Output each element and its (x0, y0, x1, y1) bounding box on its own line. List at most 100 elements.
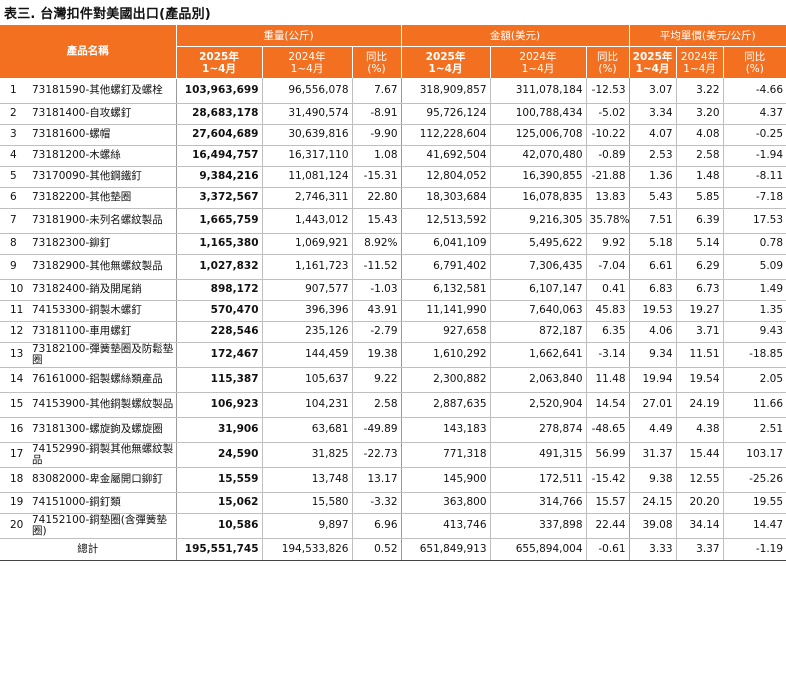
price-yoy-cell: 1.49 (722, 279, 786, 301)
amount-yoy-cell: 35.78% (585, 208, 630, 234)
price-2025-cell: 9.34 (628, 342, 677, 368)
weight-yoy-cell: 43.91 (351, 300, 402, 322)
price-2025-cell: 27.01 (628, 392, 677, 418)
amount-2024-cell: 42,070,480 (489, 145, 587, 167)
amount-2025-cell: 927,658 (400, 321, 491, 343)
price-yoy-cell: 14.47 (722, 513, 786, 539)
price-2024-cell: 4.38 (675, 417, 724, 443)
price-yoy-cell: -4.66 (722, 78, 786, 104)
weight-2025-cell: 9,384,216 (175, 166, 262, 188)
amount-2024-cell: 7,306,435 (489, 254, 587, 280)
weight-yoy-cell: 1.08 (351, 145, 402, 167)
amount-2024-cell: 337,898 (489, 513, 587, 539)
price-yoy-cell: -25.26 (722, 467, 786, 493)
price-2025-cell: 5.18 (628, 233, 677, 255)
amount-yoy-cell: -48.65 (585, 417, 630, 443)
table-row: 15 74153900-其他銅製螺紋製品 106,923 104,231 2.58 2,8… (0, 392, 786, 418)
weight-yoy-cell: 8.92% (351, 233, 402, 255)
product-cell: 73182300-鉚釘 (30, 233, 176, 255)
amount-yoy-cell: 56.99 (585, 442, 630, 468)
header-group-row: 產品名稱 重量(公斤) 金額(美元) 平均單價(美元/公斤) (0, 25, 786, 79)
price-2025-cell: 9.38 (628, 467, 677, 493)
price-yoy-cell: -18.85 (722, 342, 786, 368)
price-2024-cell: 11.51 (675, 342, 724, 368)
weight-yoy-cell: 6.96 (351, 513, 402, 539)
weight-2024-cell: 96,556,078 (261, 78, 352, 104)
weight-2024-cell: 396,396 (261, 300, 352, 322)
weight-2025-header: 2025年 1~4月 (175, 46, 262, 78)
price-yoy-cell: 17.53 (722, 208, 786, 234)
total-price-2024-cell: 3.37 (675, 537, 724, 561)
weight-2024-cell: 13,748 (261, 467, 352, 493)
total-row: 總計 195,551,745 194,533,826 0.52 651,849,913 6… (0, 537, 786, 561)
amount-2025-cell: 413,746 (400, 513, 491, 539)
amount-2024-cell: 5,495,622 (489, 233, 587, 255)
amount-2025-cell: 11,141,990 (400, 300, 491, 322)
rank-cell: 15 (0, 392, 30, 418)
rank-cell: 12 (0, 321, 30, 343)
amount-yoy-cell: 13.83 (585, 187, 630, 209)
price-2025-cell: 6.61 (628, 254, 677, 280)
price-2024-cell: 1.48 (675, 166, 724, 188)
product-cell: 73182400-銷及開尾銷 (30, 279, 176, 301)
product-cell: 83082000-卑金屬開口鉚釘 (30, 467, 176, 493)
weight-2025-cell: 1,665,759 (175, 208, 262, 234)
table-row: 13 73182100-彈簧墊圈及防鬆墊圈 172,467 144,459 19.38 1… (0, 342, 786, 368)
amount-2025-cell: 12,513,592 (400, 208, 491, 234)
rank-cell: 20 (0, 513, 30, 539)
table-row: 8 73182300-鉚釘 1,165,380 1,069,921 8.92% 6,041… (0, 233, 786, 255)
weight-2024-cell: 144,459 (261, 342, 352, 368)
price-yoy-cell: 1.35 (722, 300, 786, 322)
price-2025-cell: 3.07 (628, 78, 677, 104)
total-weight-2024-cell: 194,533,826 (261, 537, 352, 561)
price-yoy-cell: -7.18 (722, 187, 786, 209)
price-2025-cell: 4.49 (628, 417, 677, 443)
amount-2024-cell: 172,511 (489, 467, 587, 493)
price-2024-cell: 2.58 (675, 145, 724, 167)
weight-2025-cell: 1,165,380 (175, 233, 262, 255)
amount-2025-cell: 145,900 (400, 467, 491, 493)
amount-2024-cell: 16,390,855 (489, 166, 587, 188)
amount-2024-cell: 100,788,434 (489, 103, 587, 125)
product-cell: 73181590-其他螺釘及螺栓 (30, 78, 176, 104)
price-2024-cell: 19.27 (675, 300, 724, 322)
product-cell: 73182900-其他無螺紋製品 (30, 254, 176, 280)
amount-2025-cell: 6,132,581 (400, 279, 491, 301)
amount-2025-cell: 2,300,882 (400, 367, 491, 393)
weight-yoy-cell: 19.38 (351, 342, 402, 368)
weight-2025-cell: 1,027,832 (175, 254, 262, 280)
weight-yoy-cell: 22.80 (351, 187, 402, 209)
amount-yoy-cell: -5.02 (585, 103, 630, 125)
table-row: 1 73181590-其他螺釘及螺栓 103,963,699 96,556,078 7.… (0, 78, 786, 104)
weight-2024-cell: 105,637 (261, 367, 352, 393)
amount-yoy-cell: 0.41 (585, 279, 630, 301)
price-2025-cell: 5.43 (628, 187, 677, 209)
price-yoy-cell: 9.43 (722, 321, 786, 343)
amount-yoy-cell: -21.88 (585, 166, 630, 188)
amount-2025-cell: 112,228,604 (400, 124, 491, 146)
weight-2024-cell: 104,231 (261, 392, 352, 418)
product-name-header: 產品名稱 (0, 25, 176, 79)
weight-2024-cell: 2,746,311 (261, 187, 352, 209)
unit-price-group-header: 平均單價(美元/公斤) (628, 25, 786, 47)
total-price-yoy-cell: -1.19 (722, 537, 786, 561)
price-yoy-cell: 103.17 (722, 442, 786, 468)
amount-2025-cell: 363,800 (400, 492, 491, 514)
rank-cell: 4 (0, 145, 30, 167)
weight-2025-cell: 31,906 (175, 417, 262, 443)
rank-cell: 7 (0, 208, 30, 234)
amount-2024-cell: 278,874 (489, 417, 587, 443)
amount-2024-cell: 872,187 (489, 321, 587, 343)
table-row: 16 73181300-螺旋鉤及螺旋圈 31,906 63,681 -49.89 143,… (0, 417, 786, 443)
product-cell: 73181100-車用螺釘 (30, 321, 176, 343)
table-row: 17 74152990-銅製其他無螺紋製品 24,590 31,825 -22.73 77… (0, 442, 786, 468)
table-row: 14 76161000-鋁製螺絲類產品 115,387 105,637 9.22 2,30… (0, 367, 786, 393)
price-yoy-cell: -8.11 (722, 166, 786, 188)
table-body: 1 73181590-其他螺釘及螺栓 103,963,699 96,556,078 7.… (0, 78, 786, 561)
weight-yoy-cell: -9.90 (351, 124, 402, 146)
amount-group-header: 金額(美元) (400, 25, 630, 47)
amount-yoy-cell: -7.04 (585, 254, 630, 280)
amount-2025-cell: 771,318 (400, 442, 491, 468)
rank-cell: 14 (0, 367, 30, 393)
rank-cell: 1 (0, 78, 30, 104)
